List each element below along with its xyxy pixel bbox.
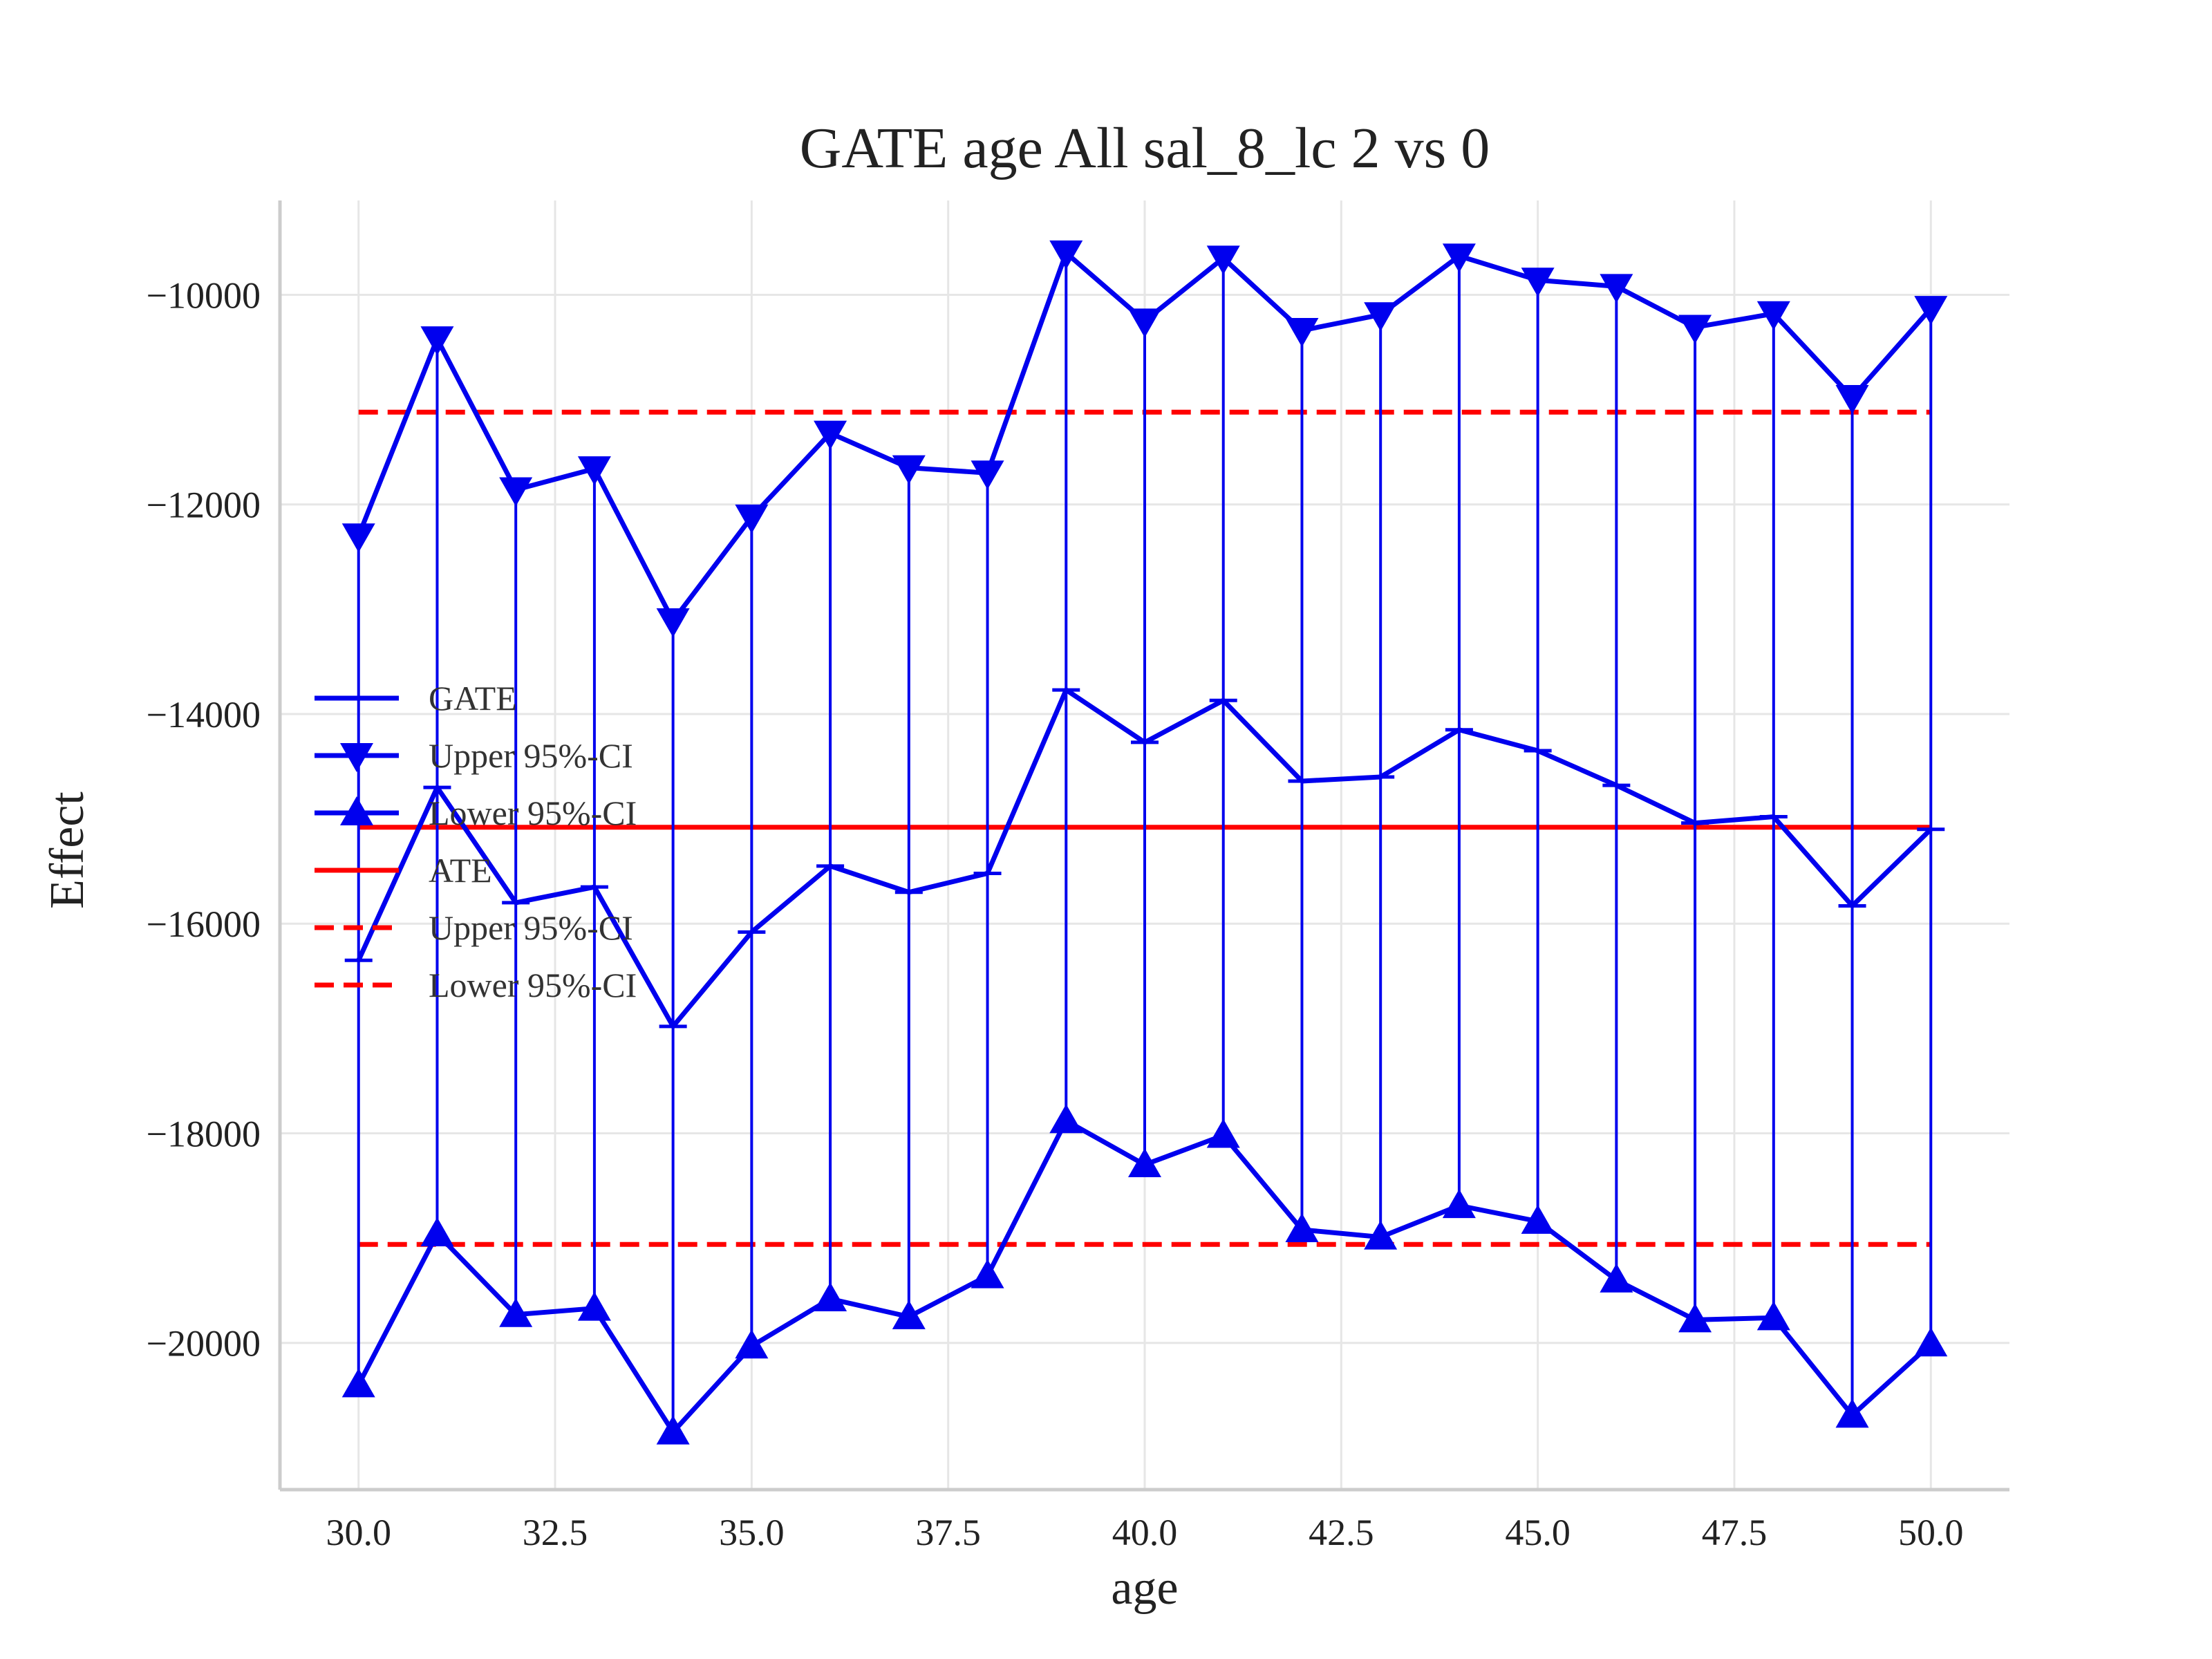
upper-ci-point — [814, 420, 847, 450]
lower-ci-point — [814, 1282, 847, 1312]
lower-ci-point — [1049, 1104, 1083, 1134]
upper-ci-point — [735, 504, 769, 534]
lower-ci-point — [1600, 1263, 1633, 1293]
upper-ci-point — [1600, 274, 1633, 303]
y-tick-label: −12000 — [147, 485, 261, 526]
y-tick-label: −18000 — [147, 1113, 261, 1154]
upper-ci-point — [971, 460, 1004, 490]
upper-ci-point — [1521, 268, 1555, 297]
lower-ci-point — [1364, 1220, 1398, 1250]
upper-ci-point — [1206, 245, 1240, 275]
lower-ci-point — [341, 1368, 375, 1398]
x-tick-label: 37.5 — [915, 1512, 981, 1553]
upper-ci-point — [1756, 301, 1790, 330]
x-tick-label: 47.5 — [1702, 1512, 1768, 1553]
legend-label: Upper 95%-CI — [429, 908, 633, 947]
upper-ci-point — [1914, 296, 1948, 326]
x-axis-label: age — [1111, 1562, 1178, 1615]
tick-labels: 30.0 32.5 35.0 37.5 40.0 42.5 45.0 47.5 50.0 −100… — [147, 274, 1964, 1553]
x-tick-label: 32.5 — [523, 1512, 588, 1553]
lower-ci-point — [1914, 1327, 1948, 1357]
legend-label: Lower 95%-CI — [429, 966, 637, 1004]
lower-ci-point — [1128, 1147, 1161, 1177]
upper-ci-point — [577, 456, 611, 486]
lower-ci-point — [1678, 1303, 1712, 1333]
lower-ci-point — [1442, 1189, 1476, 1219]
lower-ci-point — [1835, 1398, 1869, 1428]
upper-ci-point — [656, 608, 690, 638]
y-tick-label: −14000 — [147, 694, 261, 735]
y-tick-label: −16000 — [147, 903, 261, 945]
upper-ci-point — [1442, 243, 1476, 273]
lower-ci-point — [971, 1259, 1004, 1288]
upper-ci-point — [892, 455, 926, 485]
lower-ci-point — [1285, 1212, 1319, 1242]
legend-label: GATE — [429, 679, 517, 718]
x-tick-label: 50.0 — [1898, 1512, 1964, 1553]
lower-ci-point — [1206, 1118, 1240, 1148]
x-tick-label: 42.5 — [1309, 1512, 1374, 1553]
lower-ci-point — [892, 1300, 926, 1329]
upper-ci-point — [1678, 315, 1712, 344]
legend-marker — [340, 743, 373, 772]
lower-ci-point — [420, 1217, 454, 1247]
upper-ci-point — [1049, 240, 1083, 270]
legend-label: ATE — [429, 851, 492, 890]
x-tick-label: 45.0 — [1505, 1512, 1571, 1553]
upper-ci-point — [1835, 385, 1869, 415]
upper-ci-point — [1285, 318, 1319, 348]
upper-ci-point — [499, 477, 533, 507]
legend-label: Lower 95%-CI — [429, 794, 637, 832]
upper-ci-point — [420, 326, 454, 356]
lower-ci-point — [1521, 1204, 1555, 1234]
axes — [278, 200, 2009, 1492]
lower-ci-point — [1756, 1301, 1790, 1331]
legend: GATE Upper 95%-CI Lower 95%-CI ATE Upper 95%… — [315, 679, 637, 1004]
lower-ci-point — [577, 1291, 611, 1321]
y-axis-label: Effect — [41, 791, 94, 909]
legend-marker — [340, 796, 373, 825]
legend-label: Upper 95%-CI — [429, 736, 633, 775]
series-layer — [341, 240, 1948, 1445]
upper-ci-point — [341, 523, 375, 553]
x-tick-label: 40.0 — [1112, 1512, 1178, 1553]
x-tick-label: 30.0 — [326, 1512, 391, 1553]
lower-ci-point — [735, 1329, 769, 1359]
lower-ci-point — [499, 1297, 533, 1327]
upper-ci-point — [1364, 302, 1398, 332]
upper-ci-point — [1128, 308, 1161, 338]
y-tick-label: −20000 — [147, 1323, 261, 1365]
lower-ci-point — [656, 1415, 690, 1445]
x-tick-label: 35.0 — [719, 1512, 785, 1553]
chart-title: GATE age All sal_8_lc 2 vs 0 — [800, 116, 1490, 180]
y-tick-label: −10000 — [147, 274, 261, 316]
